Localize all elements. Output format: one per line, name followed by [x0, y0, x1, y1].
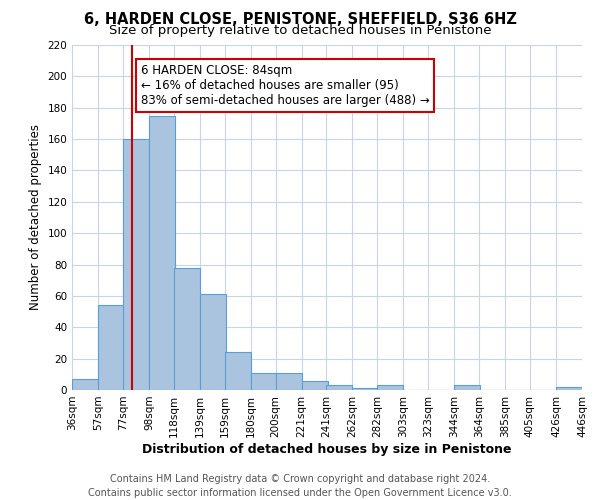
Bar: [275, 373, 302, 390]
Bar: [200, 294, 226, 390]
Bar: [123, 139, 149, 390]
Y-axis label: Number of detached properties: Number of detached properties: [29, 124, 42, 310]
Bar: [302, 380, 328, 390]
Text: Size of property relative to detached houses in Penistone: Size of property relative to detached ho…: [109, 24, 491, 37]
Bar: [377, 386, 403, 390]
Bar: [326, 386, 352, 390]
Text: 6, HARDEN CLOSE, PENISTONE, SHEFFIELD, S36 6HZ: 6, HARDEN CLOSE, PENISTONE, SHEFFIELD, S…: [83, 12, 517, 28]
X-axis label: Distribution of detached houses by size in Penistone: Distribution of detached houses by size …: [142, 442, 512, 456]
Bar: [556, 387, 582, 390]
Bar: [454, 386, 480, 390]
Bar: [352, 388, 379, 390]
Bar: [224, 352, 251, 390]
Bar: [149, 116, 175, 390]
Bar: [98, 306, 124, 390]
Text: Contains HM Land Registry data © Crown copyright and database right 2024.
Contai: Contains HM Land Registry data © Crown c…: [88, 474, 512, 498]
Bar: [72, 379, 98, 390]
Text: 6 HARDEN CLOSE: 84sqm
← 16% of detached houses are smaller (95)
83% of semi-deta: 6 HARDEN CLOSE: 84sqm ← 16% of detached …: [141, 64, 430, 107]
Bar: [174, 268, 200, 390]
Bar: [251, 373, 277, 390]
